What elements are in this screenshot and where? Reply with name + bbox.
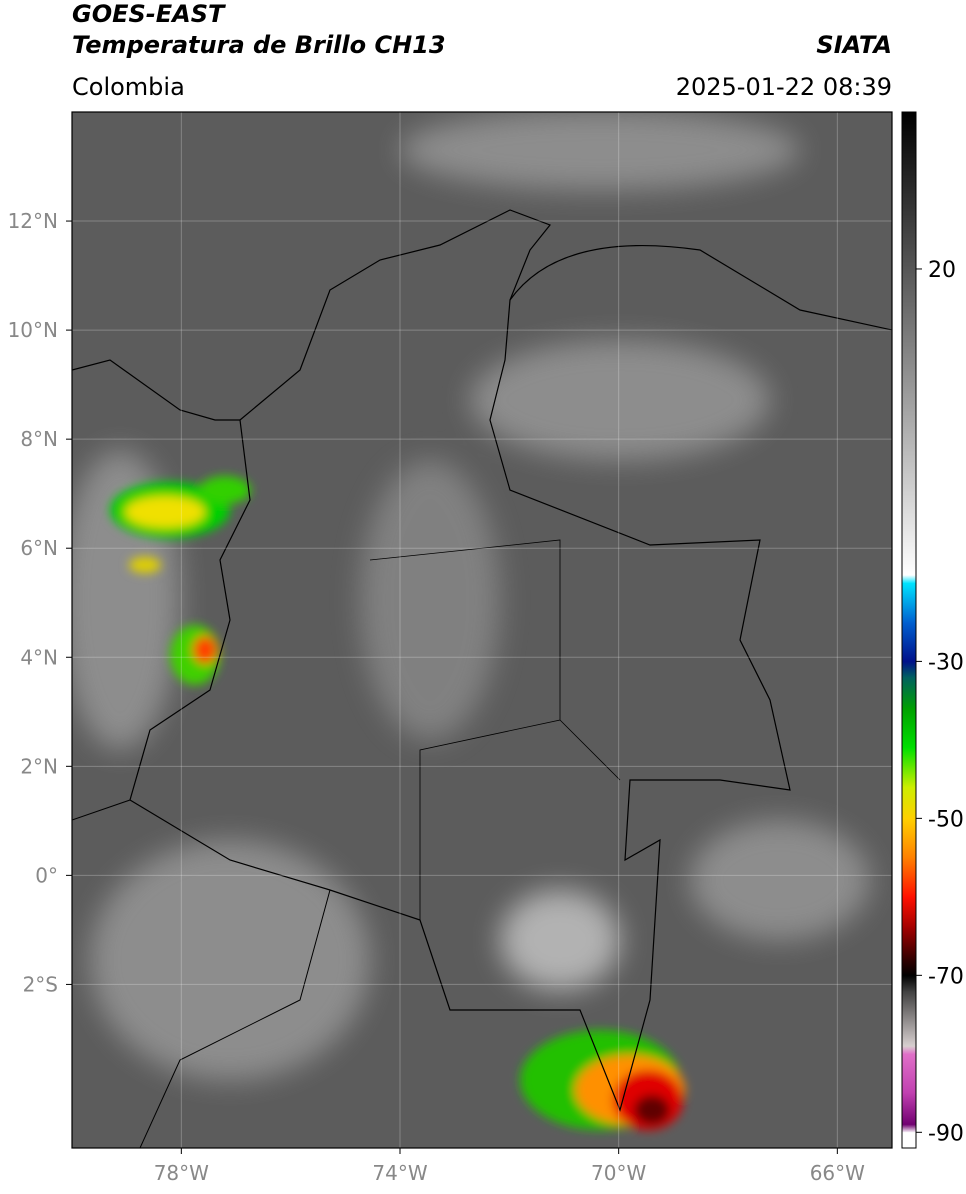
x-tick-label: 78°W bbox=[154, 1161, 209, 1185]
colorbar-segment bbox=[902, 747, 916, 788]
map-frame bbox=[71, 111, 893, 1149]
colorbar-segment bbox=[902, 818, 916, 859]
colorbar-tick-label: -50 bbox=[928, 807, 964, 832]
y-tick-label: 2°S bbox=[23, 972, 58, 996]
colorbar-frame bbox=[901, 111, 917, 1149]
colorbar-segment bbox=[902, 661, 916, 678]
x-tick-label: 70°W bbox=[591, 1161, 646, 1185]
colorbar-tick-label: 20 bbox=[928, 258, 956, 283]
y-tick-label: 10°N bbox=[8, 318, 58, 342]
colorbar-segment bbox=[902, 112, 916, 576]
colorbar-tick-label: -30 bbox=[928, 650, 964, 675]
source: SIATA bbox=[816, 31, 892, 59]
x-tick-label: 74°W bbox=[372, 1161, 427, 1185]
colorbar-segment bbox=[902, 991, 916, 1047]
colorbar-segment bbox=[902, 1053, 916, 1094]
colorbar-segment bbox=[902, 1045, 916, 1055]
colorbar-segment bbox=[902, 857, 916, 898]
y-tick-label: 4°N bbox=[20, 645, 58, 669]
colorbar-segment bbox=[902, 928, 916, 961]
colorbar-segment bbox=[902, 959, 916, 976]
y-tick-label: 6°N bbox=[20, 536, 58, 560]
y-tick-label: 12°N bbox=[8, 209, 58, 233]
colorbar-tick-label: -90 bbox=[928, 1121, 964, 1146]
colorbar-segment bbox=[902, 1132, 916, 1149]
satellite-image bbox=[72, 112, 892, 1148]
x-tick-label: 66°W bbox=[810, 1161, 865, 1185]
colorbar-tick-label: -70 bbox=[928, 964, 964, 989]
colorbar-segment bbox=[902, 1093, 916, 1125]
colorbar-segment bbox=[902, 582, 916, 623]
datetime: 2025-01-22 08:39 bbox=[676, 73, 892, 101]
colorbar-segment bbox=[902, 708, 916, 749]
title: GOES-EAST bbox=[72, 0, 226, 28]
y-tick-label: 8°N bbox=[20, 427, 58, 451]
colorbar-segment bbox=[902, 1124, 916, 1133]
colorbar-segment bbox=[902, 622, 916, 662]
colorbar-segment bbox=[902, 575, 916, 584]
subtitle: Temperatura de Brillo CH13 bbox=[72, 31, 446, 59]
colorbar-segment bbox=[902, 677, 916, 709]
colorbar-segment bbox=[902, 786, 916, 819]
y-tick-label: 2°N bbox=[20, 754, 58, 778]
colorbar-segment bbox=[902, 975, 916, 992]
colorbar-segment bbox=[902, 896, 916, 929]
y-tick-label: 0° bbox=[35, 863, 58, 887]
region: Colombia bbox=[72, 73, 185, 101]
